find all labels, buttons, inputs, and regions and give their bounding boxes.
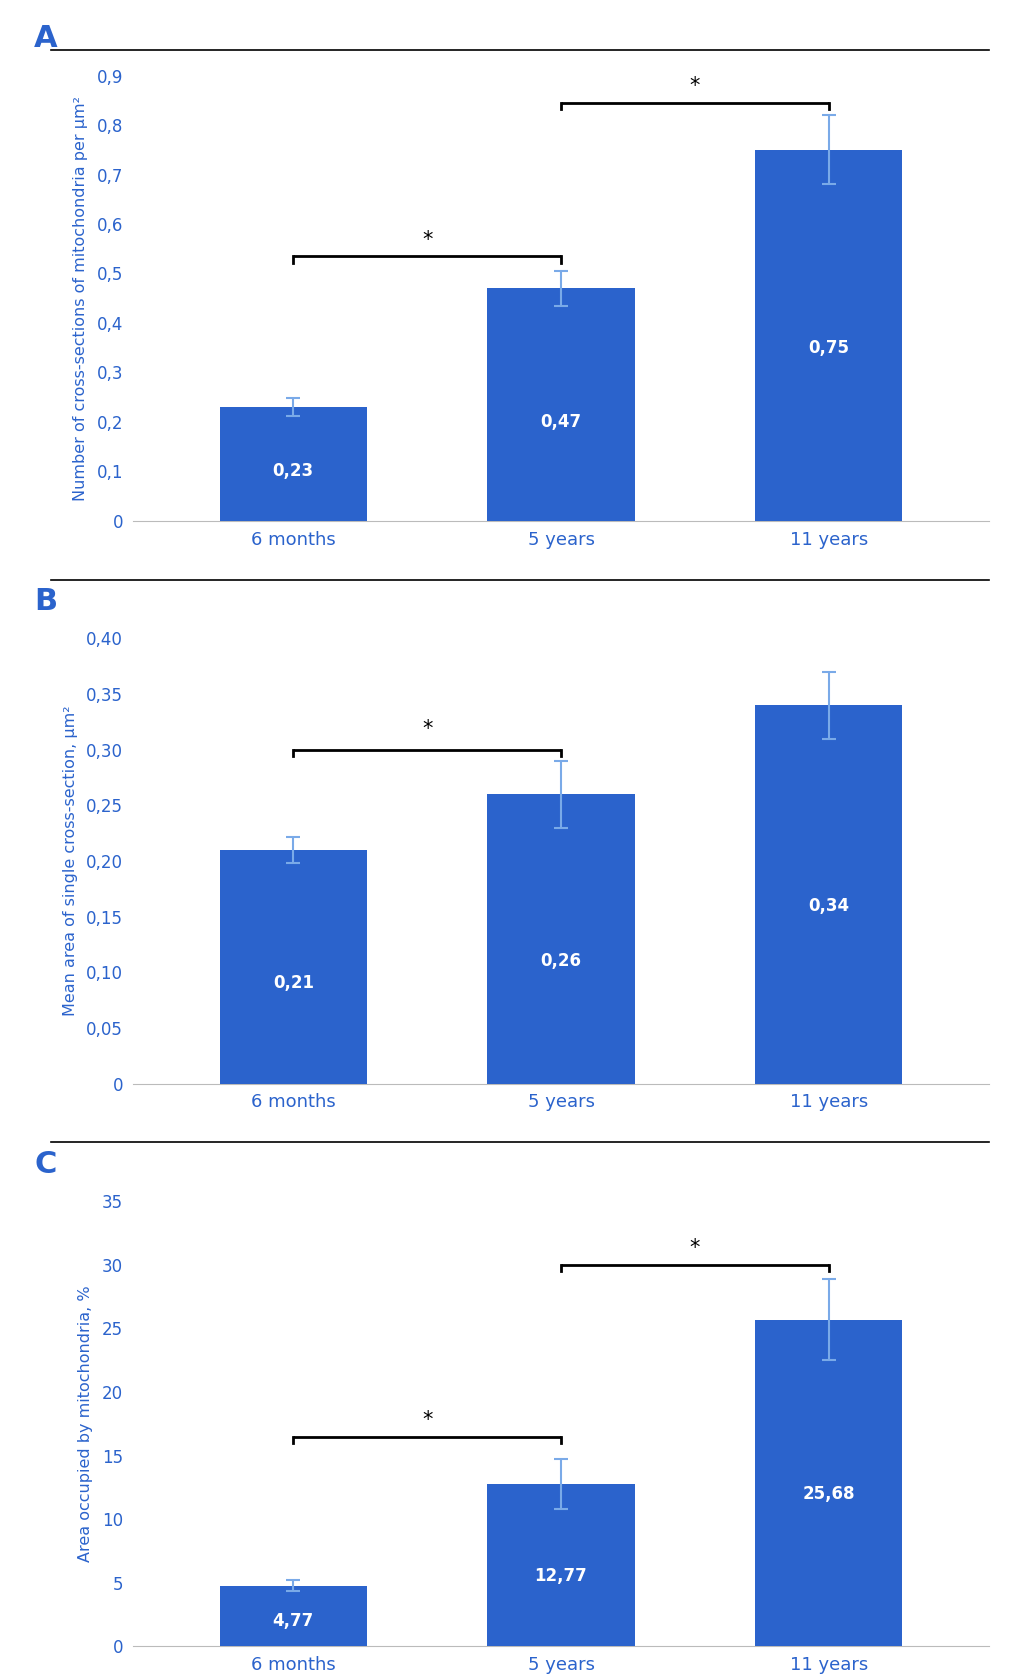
Text: 0,75: 0,75: [807, 339, 849, 356]
Bar: [219, 1586, 367, 1646]
Bar: [487, 289, 634, 521]
Text: 0,23: 0,23: [272, 462, 314, 480]
Text: *: *: [422, 719, 432, 739]
Text: *: *: [422, 1410, 432, 1430]
Text: 0,21: 0,21: [272, 974, 314, 993]
Bar: [754, 706, 902, 1084]
Text: 0,34: 0,34: [807, 897, 849, 914]
Text: *: *: [689, 76, 699, 96]
Text: C: C: [34, 1149, 56, 1179]
Text: B: B: [34, 586, 57, 617]
Bar: [487, 1483, 634, 1646]
Y-axis label: Area occupied by mitochondria, %: Area occupied by mitochondria, %: [78, 1285, 94, 1562]
Text: 25,68: 25,68: [802, 1485, 854, 1504]
Text: 12,77: 12,77: [534, 1567, 587, 1586]
Text: 0,26: 0,26: [540, 953, 581, 969]
Text: A: A: [34, 24, 58, 54]
Bar: [487, 795, 634, 1084]
Text: *: *: [689, 1238, 699, 1258]
Bar: [754, 1320, 902, 1646]
Y-axis label: Mean area of single cross-section, μm²: Mean area of single cross-section, μm²: [62, 706, 77, 1016]
Text: 0,47: 0,47: [540, 413, 581, 430]
Y-axis label: Number of cross-sections of mitochondria per μm²: Number of cross-sections of mitochondria…: [73, 96, 88, 501]
Bar: [219, 850, 367, 1084]
Bar: [754, 150, 902, 521]
Bar: [219, 407, 367, 521]
Text: *: *: [422, 230, 432, 250]
Text: 4,77: 4,77: [272, 1613, 314, 1630]
